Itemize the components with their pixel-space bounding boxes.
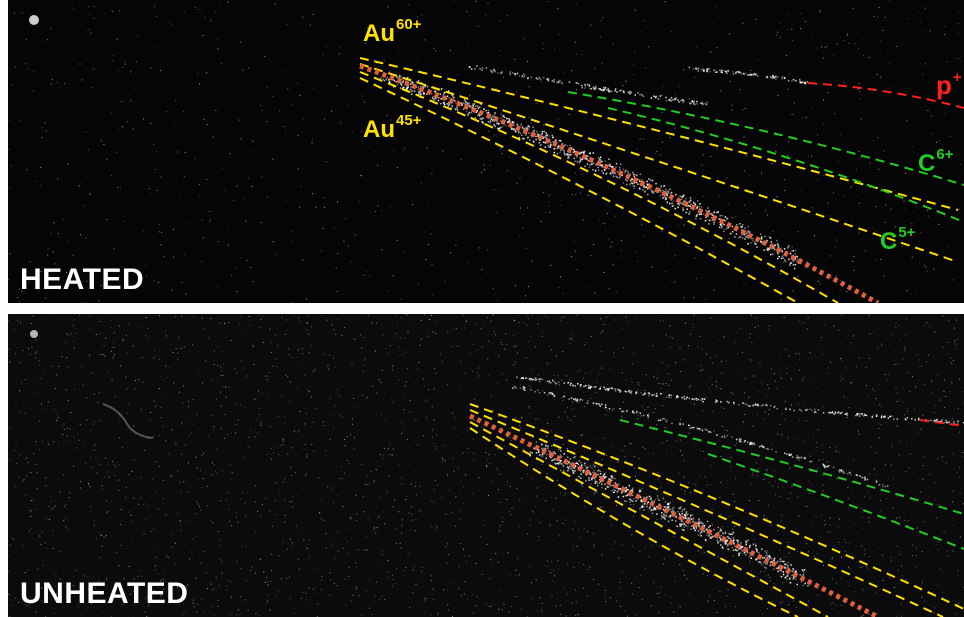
unheated-traces-layer xyxy=(8,314,964,617)
au-upper-trace-1 xyxy=(360,58,958,210)
c6-trace xyxy=(620,420,964,514)
ion-label-au45: Au45+ xyxy=(363,118,421,142)
c5-trace xyxy=(708,454,964,549)
au-upper-trace-2 xyxy=(360,64,958,262)
unheated-noise-speckle xyxy=(8,314,964,617)
ion-label-au60: Au60+ xyxy=(363,22,421,46)
ion-label-proton: p+ xyxy=(936,72,962,98)
panel-label-unheated: UNHEATED xyxy=(20,579,188,609)
au-upper-trace-2 xyxy=(470,410,943,617)
panel-label-heated: HEATED xyxy=(20,265,144,295)
heated-detector-image: Au60+ Au45+ p+ C6+ C5+ HEATED xyxy=(8,0,964,303)
ion-label-c6: C6+ xyxy=(918,152,953,176)
unheated-detector-image: UNHEATED xyxy=(8,314,964,617)
heated-bright-spot xyxy=(29,15,39,25)
unheated-bright-spot xyxy=(30,330,38,338)
au-lower-trace-1 xyxy=(470,422,828,617)
ion-label-c5: C5+ xyxy=(880,230,915,254)
heated-traces-layer xyxy=(8,0,964,303)
c5-trace xyxy=(608,108,964,222)
heated-noise-speckle xyxy=(8,0,961,303)
faint-artifact-streak xyxy=(103,404,153,438)
au-lower-trace-1 xyxy=(360,72,838,303)
au-center-trace xyxy=(470,416,878,617)
